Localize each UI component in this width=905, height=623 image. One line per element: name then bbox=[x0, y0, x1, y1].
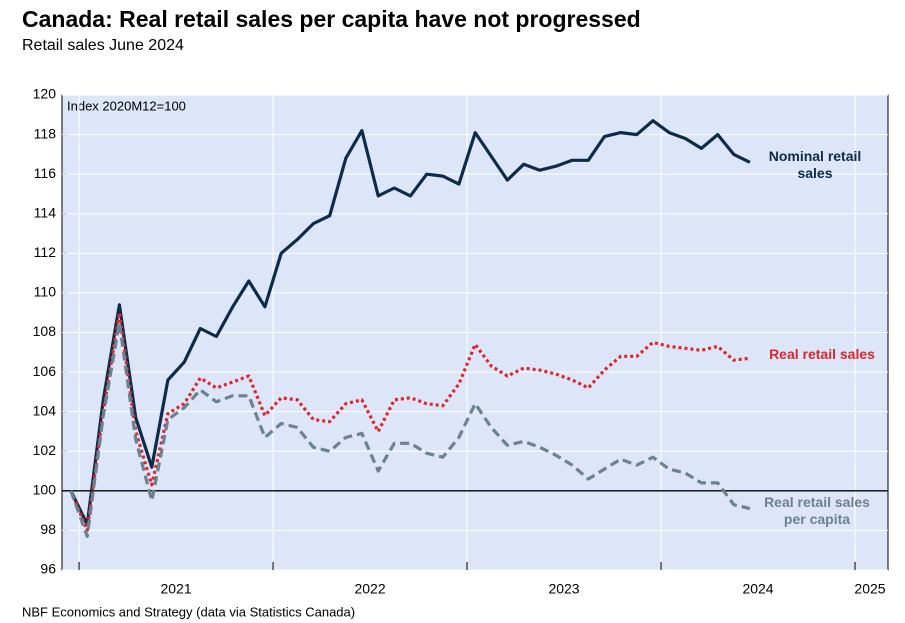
series-line bbox=[69, 311, 751, 532]
y-tick-label: 102 bbox=[33, 442, 57, 458]
chart-subtitle: Retail sales June 2024 bbox=[22, 37, 184, 54]
y-tick-label: 108 bbox=[33, 323, 57, 339]
x-tick-label: 2025 bbox=[854, 581, 885, 597]
x-tick-label: 2023 bbox=[548, 581, 579, 597]
series-label: Real retail sales per capita bbox=[764, 494, 870, 527]
y-tick-label: 118 bbox=[34, 125, 57, 141]
y-tick-label: 112 bbox=[34, 244, 57, 260]
y-tick-label: 98 bbox=[40, 521, 56, 537]
y-tick-label: 116 bbox=[34, 165, 57, 181]
y-tick-label: 110 bbox=[34, 284, 57, 300]
series-label: Real retail sales bbox=[769, 346, 875, 362]
y-tick-label: 106 bbox=[33, 363, 57, 379]
chart-title: Canada: Real retail sales per capita hav… bbox=[22, 6, 641, 32]
x-tick-label: 2024 bbox=[742, 581, 773, 597]
y-tick-label: 120 bbox=[33, 86, 57, 102]
series-line bbox=[69, 119, 751, 527]
y-tick-label: 114 bbox=[34, 204, 57, 220]
x-tick-label: 2022 bbox=[354, 581, 385, 597]
series-label: Nominal retail sales bbox=[768, 148, 862, 181]
source: NBF Economics and Strategy (data via Sta… bbox=[22, 604, 355, 619]
y-tick-label: 96 bbox=[40, 561, 56, 577]
x-tick-label: 2021 bbox=[160, 581, 191, 597]
annotation: Index 2020M12=100 bbox=[67, 98, 186, 113]
series-line bbox=[69, 321, 751, 538]
y-tick-label: 104 bbox=[33, 402, 57, 418]
y-tick-label: 100 bbox=[33, 482, 57, 498]
